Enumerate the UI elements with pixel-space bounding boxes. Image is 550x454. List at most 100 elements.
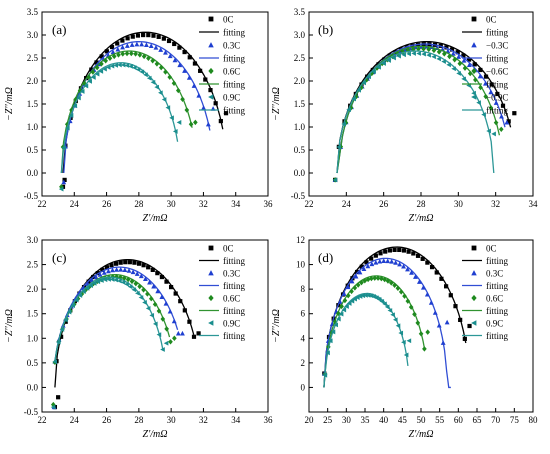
- data-point: [171, 80, 177, 87]
- data-point: [428, 300, 434, 305]
- data-point: [117, 278, 122, 284]
- data-point: [143, 276, 148, 282]
- data-point: [83, 83, 89, 89]
- data-point: [150, 79, 156, 85]
- data-point: [59, 184, 64, 190]
- data-point: [456, 70, 461, 76]
- data-point: [379, 298, 385, 304]
- legend-label: fitting: [486, 281, 508, 291]
- data-point: [159, 274, 165, 280]
- y-tick-label: 4: [301, 333, 306, 343]
- x-tick-label: 35: [361, 415, 371, 425]
- x-tick-label: 28: [134, 415, 144, 425]
- legend-label: 0.6C: [486, 294, 503, 304]
- data-point: [101, 270, 107, 275]
- data-point: [375, 275, 381, 281]
- data-point: [127, 284, 133, 290]
- data-point: [50, 401, 56, 408]
- data-point: [66, 309, 72, 315]
- data-point: [499, 113, 504, 119]
- data-point: [368, 293, 374, 299]
- data-point: [398, 289, 404, 295]
- y-tick-label: 1.0: [294, 122, 306, 132]
- data-point: [416, 46, 421, 52]
- x-tick-label: 30: [167, 199, 177, 209]
- data-point: [110, 267, 115, 273]
- data-point: [389, 258, 395, 264]
- data-point: [441, 59, 446, 64]
- data-point: [403, 352, 409, 358]
- data-point: [356, 87, 361, 93]
- data-point: [467, 70, 473, 77]
- legend-label: −0.6C: [486, 67, 508, 77]
- data-point: [104, 265, 110, 270]
- data-point: [113, 62, 119, 68]
- legend-label: 0.9C: [223, 319, 240, 329]
- legend-label: 0C: [486, 15, 497, 25]
- data-point: [163, 50, 168, 55]
- legend-label: 0.9C: [223, 93, 240, 103]
- data-point: [330, 329, 336, 335]
- data-point: [171, 318, 177, 324]
- data-point: [148, 43, 154, 49]
- data-point: [95, 279, 101, 285]
- data-point: [332, 177, 338, 183]
- data-point: [141, 32, 146, 38]
- data-point: [155, 271, 160, 276]
- data-point: [455, 50, 460, 55]
- x-axis-label: Z'/mΩ: [143, 213, 168, 224]
- legend-label: 0.6C: [223, 294, 240, 304]
- data-point: [172, 41, 177, 47]
- data-point: [163, 340, 169, 346]
- data-point: [413, 274, 418, 279]
- data-point: [61, 145, 66, 151]
- data-point: [129, 278, 135, 285]
- data-point: [116, 52, 121, 58]
- data-point: [159, 294, 165, 299]
- data-point: [182, 68, 187, 73]
- data-point: [504, 119, 510, 125]
- data-point: [59, 334, 64, 339]
- data-point: [160, 347, 165, 352]
- data-point: [135, 67, 141, 73]
- data-point: [182, 308, 187, 313]
- legend-marker: [208, 16, 214, 22]
- data-point: [151, 33, 156, 38]
- data-point: [77, 293, 83, 298]
- data-point: [150, 267, 155, 272]
- data-point: [139, 69, 145, 75]
- data-point: [137, 283, 143, 290]
- data-point: [105, 64, 111, 70]
- data-point: [441, 51, 447, 57]
- data-point: [124, 63, 130, 68]
- data-point: [478, 84, 483, 91]
- fitting-line: [323, 275, 426, 388]
- data-point: [381, 61, 386, 66]
- data-point: [491, 131, 496, 137]
- data-point: [373, 253, 378, 258]
- data-point: [424, 291, 430, 297]
- fitting-line: [63, 40, 211, 174]
- data-point: [395, 323, 401, 329]
- data-point: [365, 276, 371, 283]
- data-point: [167, 308, 173, 314]
- data-point: [406, 249, 411, 254]
- data-point: [477, 73, 483, 79]
- data-point: [152, 301, 158, 308]
- data-point: [473, 77, 478, 83]
- data-point: [79, 89, 85, 94]
- data-point: [359, 279, 364, 286]
- data-point: [341, 307, 347, 313]
- data-point: [184, 107, 190, 113]
- data-point: [429, 265, 435, 270]
- data-point: [145, 305, 151, 311]
- data-point: [434, 270, 439, 275]
- data-point: [351, 96, 356, 102]
- data-point: [416, 279, 422, 284]
- series-2: [61, 40, 216, 185]
- legend-label: −0.3C: [486, 41, 508, 51]
- data-point: [421, 46, 426, 52]
- data-point: [158, 64, 164, 71]
- data-point: [450, 51, 456, 56]
